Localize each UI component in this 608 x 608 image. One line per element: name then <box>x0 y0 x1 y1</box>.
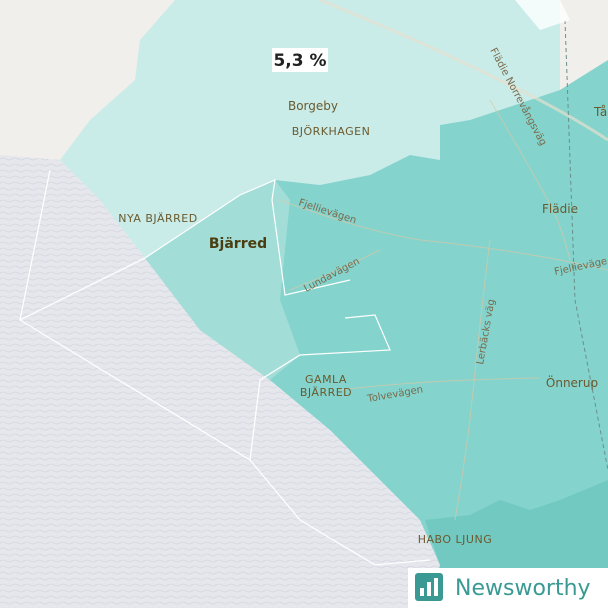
boundary <box>19 169 391 461</box>
road <box>489 99 571 261</box>
place-label: BJÖRKHAGEN <box>292 125 371 138</box>
road <box>339 377 541 391</box>
logo-icon-bar <box>420 588 424 596</box>
logo-icon-bar <box>427 582 431 596</box>
road <box>454 239 491 521</box>
place-label: Önnerup <box>546 374 598 390</box>
place-label: HABO LJUNG <box>418 533 492 546</box>
place-label: Bjärred <box>209 236 267 252</box>
building <box>515 0 570 30</box>
value-label: 5,3 % <box>273 51 326 71</box>
railway <box>319 0 608 142</box>
place-label: GAMLA BJÄRRED <box>300 373 352 399</box>
region-light <box>60 0 560 258</box>
logo-text: Newsworthy <box>455 576 591 601</box>
region-mid <box>145 180 300 380</box>
label-line: BJÄRRED <box>300 386 352 399</box>
boundary <box>19 179 351 321</box>
road <box>279 199 608 271</box>
value-label-box <box>272 48 328 72</box>
logo-icon <box>415 573 443 601</box>
place-label: NYA BJÄRRED <box>118 212 197 225</box>
place-label: Tå <box>593 105 607 119</box>
logo-icon-bar <box>434 578 438 596</box>
boundaries <box>19 169 431 566</box>
place-label: Flädie <box>542 202 578 216</box>
place-label: Borgeby <box>288 99 338 113</box>
sea-waves <box>0 155 440 608</box>
label-line: GAMLA <box>305 373 347 386</box>
rail-track <box>564 19 608 471</box>
boundary <box>249 459 431 566</box>
road <box>289 249 381 291</box>
roads <box>279 0 608 521</box>
